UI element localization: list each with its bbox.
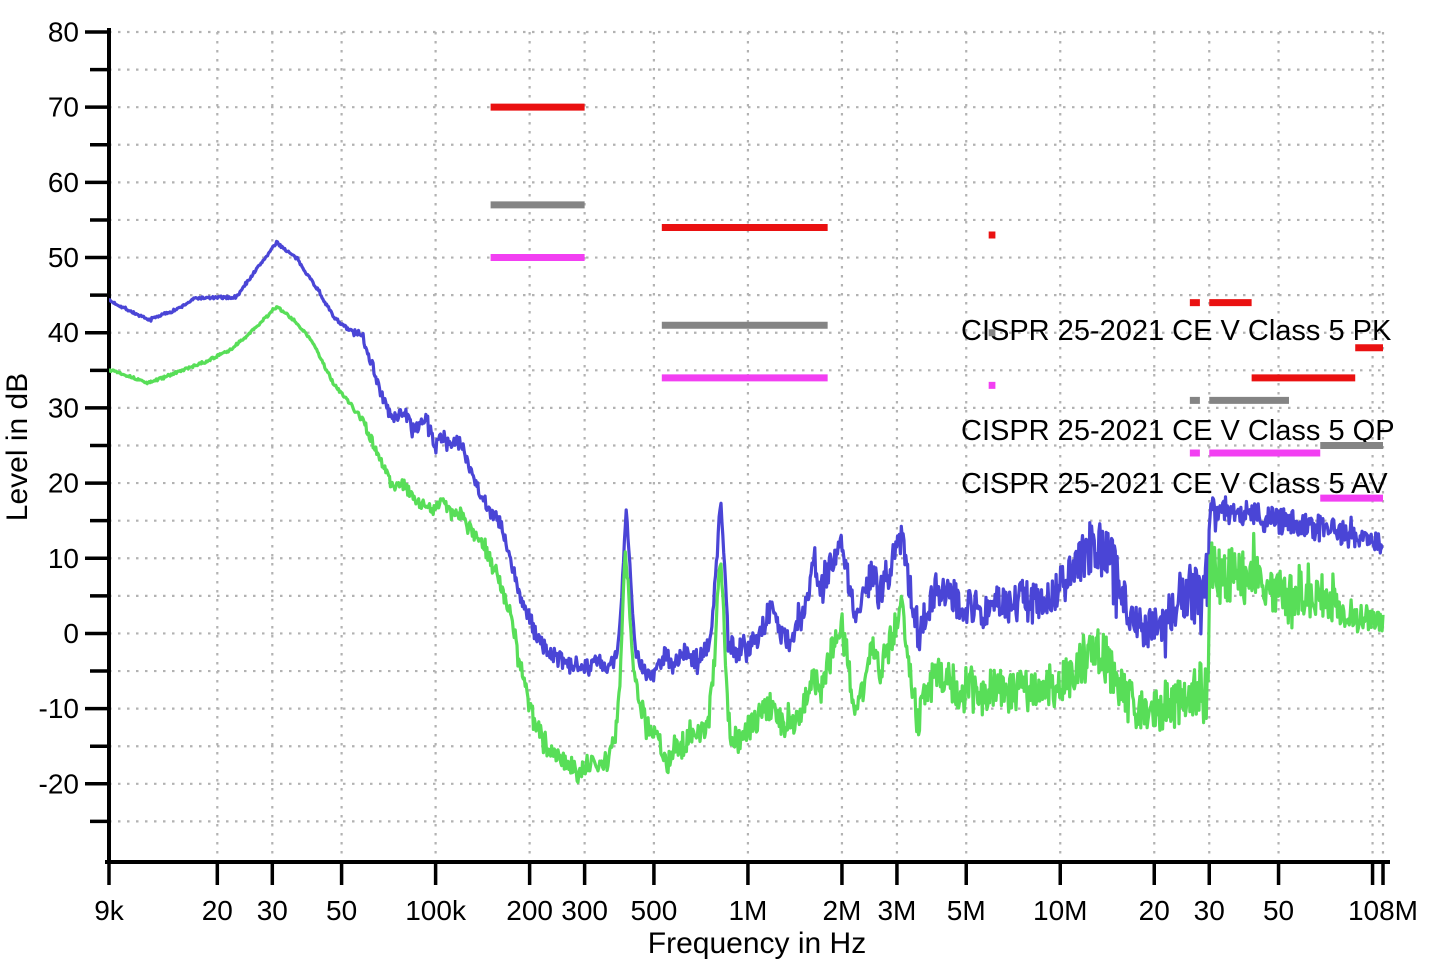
x-tick-label: 3M [877, 895, 916, 926]
x-tick-label: 100k [405, 895, 467, 926]
x-axis-title: Frequency in Hz [648, 927, 866, 960]
axes [105, 28, 1390, 864]
x-tick-label: 50 [1263, 895, 1294, 926]
x-tick-label: 9k [94, 895, 125, 926]
x-tick-label: 30 [257, 895, 288, 926]
y-tick-label: 20 [48, 468, 79, 499]
green-trace [109, 305, 1385, 785]
y-tick-label: 40 [48, 317, 79, 348]
legend-label-qp: CISPR 25-2021 CE V Class 5 QP [961, 415, 1395, 447]
x-tick-label: 2M [822, 895, 861, 926]
x-tick-label: 30 [1194, 895, 1225, 926]
x-tick-label: 300 [561, 895, 608, 926]
legend: CISPR 25-2021 CE V Class 5 PK CISPR 25-2… [961, 315, 1395, 500]
y-tick-label: 10 [48, 543, 79, 574]
legend-label-pk: CISPR 25-2021 CE V Class 5 PK [961, 315, 1392, 347]
y-tick-label: 50 [48, 242, 79, 273]
y-tick-label: -10 [39, 693, 79, 724]
legend-label-av: CISPR 25-2021 CE V Class 5 AV [961, 468, 1388, 500]
y-tick-label: -20 [39, 768, 79, 799]
x-tick-label: 500 [631, 895, 678, 926]
measurement-traces [109, 239, 1385, 785]
x-tick-label: 5M [947, 895, 986, 926]
y-tick-label: 80 [48, 17, 79, 48]
y-axis-title: Level in dB [1, 373, 34, 521]
x-tick-label: 20 [202, 895, 233, 926]
x-tick-label: 50 [326, 895, 357, 926]
y-tick-label: 0 [63, 618, 79, 649]
y-tick-label: 60 [48, 167, 79, 198]
x-tick-label: 20 [1139, 895, 1170, 926]
x-tick-label: 200 [506, 895, 553, 926]
limit-line-segments [490, 103, 1383, 502]
x-tick-label: 1M [728, 895, 767, 926]
tick-marks-and-labels: -20 -10 0 10 20 30 40 50 60 70 80 9k 20 30 50 100k 200 30… [39, 17, 1418, 927]
blue-trace [109, 239, 1384, 683]
y-tick-label: 30 [48, 392, 79, 423]
y-tick-label: 70 [48, 92, 79, 123]
x-tick-label: 108M [1348, 895, 1418, 926]
x-tick-label: 10M [1033, 895, 1087, 926]
